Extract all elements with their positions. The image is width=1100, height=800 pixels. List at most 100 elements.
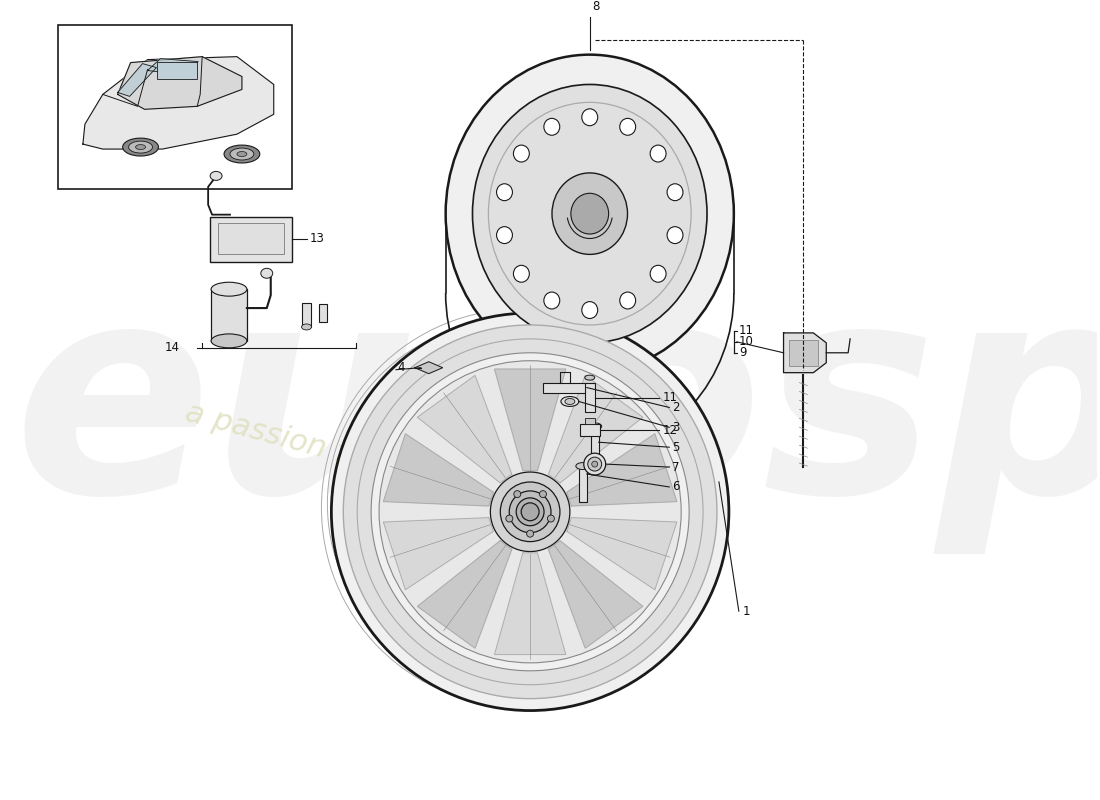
Ellipse shape [667, 184, 683, 201]
Polygon shape [566, 518, 676, 590]
Polygon shape [549, 375, 642, 483]
Ellipse shape [539, 490, 547, 498]
Ellipse shape [527, 530, 534, 537]
Text: 7: 7 [672, 461, 680, 474]
Ellipse shape [543, 118, 560, 135]
Text: 8: 8 [593, 1, 601, 14]
Ellipse shape [496, 184, 513, 201]
Polygon shape [147, 58, 198, 74]
Text: 11: 11 [739, 325, 754, 338]
Ellipse shape [514, 266, 529, 282]
Text: eurospares: eurospares [13, 271, 1100, 554]
Bar [585, 418, 595, 424]
Text: 3: 3 [672, 421, 680, 434]
Ellipse shape [516, 498, 544, 526]
Ellipse shape [548, 515, 554, 522]
Bar [301, 303, 311, 327]
Ellipse shape [211, 282, 246, 296]
Ellipse shape [491, 472, 570, 551]
Ellipse shape [236, 151, 246, 157]
Polygon shape [384, 434, 493, 506]
Polygon shape [418, 541, 512, 648]
Ellipse shape [582, 109, 597, 126]
Text: 9: 9 [739, 346, 746, 359]
Ellipse shape [358, 339, 703, 685]
Text: 13: 13 [309, 232, 324, 245]
Ellipse shape [488, 102, 691, 325]
Bar [580, 424, 600, 436]
Bar [218, 222, 284, 254]
Ellipse shape [331, 313, 729, 710]
Text: a passion for parts since 1985: a passion for parts since 1985 [183, 398, 635, 546]
Bar [319, 304, 328, 322]
Polygon shape [495, 553, 565, 654]
Text: 4: 4 [397, 361, 405, 374]
Ellipse shape [343, 325, 717, 698]
Ellipse shape [571, 194, 608, 234]
Ellipse shape [371, 353, 689, 671]
Polygon shape [783, 333, 826, 373]
Text: 12: 12 [662, 424, 678, 437]
Ellipse shape [619, 118, 636, 135]
Ellipse shape [585, 375, 595, 380]
Ellipse shape [592, 461, 597, 467]
Ellipse shape [650, 266, 667, 282]
Ellipse shape [496, 226, 513, 243]
Ellipse shape [514, 145, 529, 162]
Ellipse shape [561, 397, 579, 406]
Ellipse shape [565, 398, 575, 405]
Ellipse shape [543, 292, 560, 309]
Polygon shape [549, 541, 642, 648]
Ellipse shape [506, 515, 513, 522]
Polygon shape [82, 57, 274, 149]
Ellipse shape [552, 173, 627, 254]
Ellipse shape [135, 145, 145, 150]
Ellipse shape [210, 171, 222, 180]
Polygon shape [566, 434, 676, 506]
Polygon shape [384, 518, 493, 590]
Polygon shape [118, 63, 156, 96]
Ellipse shape [379, 361, 681, 663]
Polygon shape [415, 362, 442, 374]
Ellipse shape [521, 503, 539, 521]
Ellipse shape [509, 491, 551, 533]
Bar [591, 426, 598, 458]
Ellipse shape [650, 145, 667, 162]
Polygon shape [418, 375, 512, 483]
Ellipse shape [224, 145, 260, 163]
Text: 11: 11 [662, 391, 678, 404]
Bar [157, 62, 197, 79]
Ellipse shape [584, 453, 606, 475]
Bar [789, 340, 818, 366]
Bar [58, 25, 292, 189]
Bar [211, 289, 246, 341]
Ellipse shape [667, 226, 683, 243]
Text: 10: 10 [739, 335, 754, 348]
Ellipse shape [211, 334, 246, 348]
Text: 2: 2 [672, 401, 680, 414]
Bar [585, 382, 595, 413]
Bar [579, 466, 586, 502]
Polygon shape [495, 369, 565, 470]
Ellipse shape [587, 423, 602, 430]
Ellipse shape [619, 292, 636, 309]
Ellipse shape [500, 482, 560, 542]
Bar [210, 217, 292, 262]
Ellipse shape [575, 462, 590, 470]
Text: 1: 1 [742, 605, 750, 618]
Ellipse shape [446, 54, 734, 373]
Ellipse shape [587, 457, 602, 471]
Text: 14: 14 [165, 342, 180, 354]
Ellipse shape [129, 141, 153, 153]
Ellipse shape [473, 85, 707, 343]
Bar [543, 382, 586, 393]
Ellipse shape [123, 138, 158, 156]
Text: 5: 5 [672, 441, 680, 454]
Polygon shape [118, 57, 242, 110]
Ellipse shape [261, 268, 273, 278]
Ellipse shape [301, 324, 311, 330]
Ellipse shape [582, 302, 597, 318]
Ellipse shape [514, 490, 520, 498]
Ellipse shape [230, 148, 254, 160]
Text: 6: 6 [672, 481, 680, 494]
